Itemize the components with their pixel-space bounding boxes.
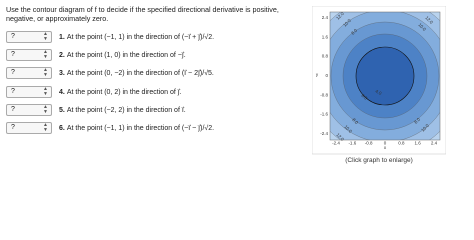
contour-label: 4.0 xyxy=(375,89,383,97)
question-row: ? ▲ ▼ 6. At the point (−1, 1) in the directi… xyxy=(6,122,214,134)
x-tick-label: -0.8 xyxy=(365,141,373,146)
dropdown-arrows: ▲ ▼ xyxy=(43,67,48,79)
x-tick-label: 2.4 xyxy=(431,141,438,146)
caption[interactable]: (Click graph to enlarge) xyxy=(345,157,413,164)
question-number: 4. xyxy=(59,88,65,96)
contour-label: 12.0 xyxy=(335,132,345,142)
x-tick-label: -1.6 xyxy=(348,141,356,146)
contour-label: 8.0 xyxy=(413,116,421,124)
question-body: At the point (−2, 2) in the direction of… xyxy=(66,106,186,114)
y-tick-label: 0.8 xyxy=(322,54,329,59)
question-number: 6. xyxy=(59,125,65,132)
x-tick-label: -2.4 xyxy=(332,141,340,146)
question-text: 6. At the point (−1, 1) in the direction … xyxy=(59,124,214,132)
question-number: 1. xyxy=(59,34,65,41)
dropdown-value: ? xyxy=(11,87,15,95)
answer-dropdown[interactable]: ? ▲ ▼ xyxy=(6,49,52,62)
question-row: ? ▲ ▼ 3. At the point (0, −2) in the directi… xyxy=(6,67,214,80)
question-number: 5. xyxy=(59,106,65,114)
contour-label: 12.0 xyxy=(424,15,434,25)
instructions: Use the contour diagram of f to decide i… xyxy=(6,5,279,23)
x-axis-label: x xyxy=(384,145,387,150)
question-text: 3. At the point (0, −2) in the direction … xyxy=(59,69,214,77)
x-tick-label: 0.8 xyxy=(398,141,405,146)
contour-fill xyxy=(330,12,440,140)
page: Use the contour diagram of f to decide i… xyxy=(6,5,446,168)
answer-dropdown[interactable]: ? ▲ ▼ xyxy=(6,103,52,116)
answer-dropdown[interactable]: ? ▲ ▼ xyxy=(6,67,52,80)
y-axis-label: y xyxy=(316,72,319,77)
dropdown-value: ? xyxy=(11,51,15,59)
dropdown-arrows: ▲ ▼ xyxy=(43,31,48,42)
question-body: At the point (0, 2) in the direction of … xyxy=(66,88,182,96)
x-tick-label: 0 xyxy=(384,141,387,146)
y-tick-label: -0.8 xyxy=(320,92,328,97)
y-tick-label: -2.4 xyxy=(320,131,328,136)
contour-label: 10.0 xyxy=(343,124,353,134)
y-tick-label: 2.4 xyxy=(322,15,329,20)
contour-label: 12.0 xyxy=(335,11,345,21)
contour-label: 8.0 xyxy=(351,117,359,125)
question-body: At the point (−1, 1) in the direction of… xyxy=(66,125,215,132)
question-row: ? ▲ ▼ 2. At the point (1, 0) in the directio… xyxy=(6,49,186,62)
question-row: ? ▲ ▼ 4. At the point (0, 2) in the directio… xyxy=(6,85,182,98)
contour-label: 10.0 xyxy=(420,123,430,133)
x-tick-label: 1.6 xyxy=(415,141,422,146)
contour-plot[interactable]: 12.0 10.0 8.0 12.0 10.0 6.0 4.0 8.0 10.0… xyxy=(312,6,446,168)
question-text: 2. At the point (1, 0) in the direction o… xyxy=(59,51,186,59)
question-row: ? ▲ ▼ 5. At the point (−2, 2) in the directi… xyxy=(6,103,186,116)
dropdown-arrows: ▲ ▼ xyxy=(43,49,48,61)
contour-label: 10.0 xyxy=(342,18,352,28)
dropdown-value: ? xyxy=(11,33,15,40)
question-text: 4. At the point (0, 2) in the direction o… xyxy=(59,88,182,96)
dropdown-arrows: ▲ ▼ xyxy=(43,122,48,133)
dropdown-value: ? xyxy=(11,105,15,113)
contour-label: 6.0 xyxy=(360,93,368,101)
y-tick-label: 0 xyxy=(325,73,328,78)
dropdown-arrows: ▲ ▼ xyxy=(43,103,48,115)
answer-dropdown[interactable]: ? ▲ ▼ xyxy=(6,31,52,43)
y-tick-label: 1.6 xyxy=(322,34,329,39)
question-text: 5. At the point (−2, 2) in the direction … xyxy=(59,106,186,114)
dropdown-value: ? xyxy=(11,124,15,131)
y-tick-label: -1.6 xyxy=(320,112,328,117)
answer-dropdown[interactable]: ? ▲ ▼ xyxy=(6,122,52,134)
question-row: ? ▲ ▼ 1. At the point (−1, 1) in the directi… xyxy=(6,31,214,43)
dropdown-value: ? xyxy=(11,69,15,77)
contour-label: 10.0 xyxy=(417,22,427,32)
question-number: 2. xyxy=(59,52,65,60)
contour-label: 8.0 xyxy=(350,27,358,35)
dropdown-arrows: ▲ ▼ xyxy=(43,85,48,97)
question-number: 3. xyxy=(59,70,65,78)
question-body: At the point (0, −2) in the direction of… xyxy=(66,70,214,78)
answer-dropdown[interactable]: ? ▲ ▼ xyxy=(6,85,52,98)
question-body: At the point (1, 0) in the direction of … xyxy=(66,52,186,60)
question-text: 1. At the point (−1, 1) in the direction … xyxy=(59,33,214,41)
question-body: At the point (−1, 1) in the direction of… xyxy=(66,34,215,41)
